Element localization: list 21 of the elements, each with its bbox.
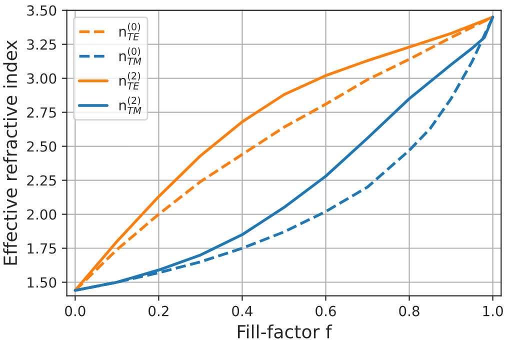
y-tick-label: 1.75 [28,243,56,254]
x-tick-label: 0.2 [148,306,168,316]
y-axis-title: Effective refractive index [3,40,18,265]
legend-label: n$^{(2)}$$_{TE}$ [119,72,140,90]
y-tick-label: 3.25 [27,39,56,50]
legend-label: n$^{(0)}$$_{TM}$ [119,47,142,65]
x-tick-label: 0.4 [232,306,252,316]
legend-label: n$^{(0)}$$_{TE}$ [119,22,140,40]
y-tick-label: 2.75 [27,107,56,118]
legend-label: n$^{(2)}$$_{TM}$ [119,96,142,114]
y-tick-label: 2.50 [27,141,56,152]
x-tick-label: 0.8 [399,306,420,316]
x-tick-label: 0.0 [65,306,86,316]
y-tick-label: 3.00 [27,73,56,84]
y-tick-label: 2.00 [27,209,56,220]
x-tick-label: 1.0 [483,306,503,316]
y-tick-label: 1.50 [28,277,56,288]
y-tick-label: 3.50 [27,5,56,16]
y-tick-label: 2.25 [27,175,56,186]
x-tick-label: 0.6 [316,306,336,316]
x-axis-title: Fill-factor f [238,324,332,339]
